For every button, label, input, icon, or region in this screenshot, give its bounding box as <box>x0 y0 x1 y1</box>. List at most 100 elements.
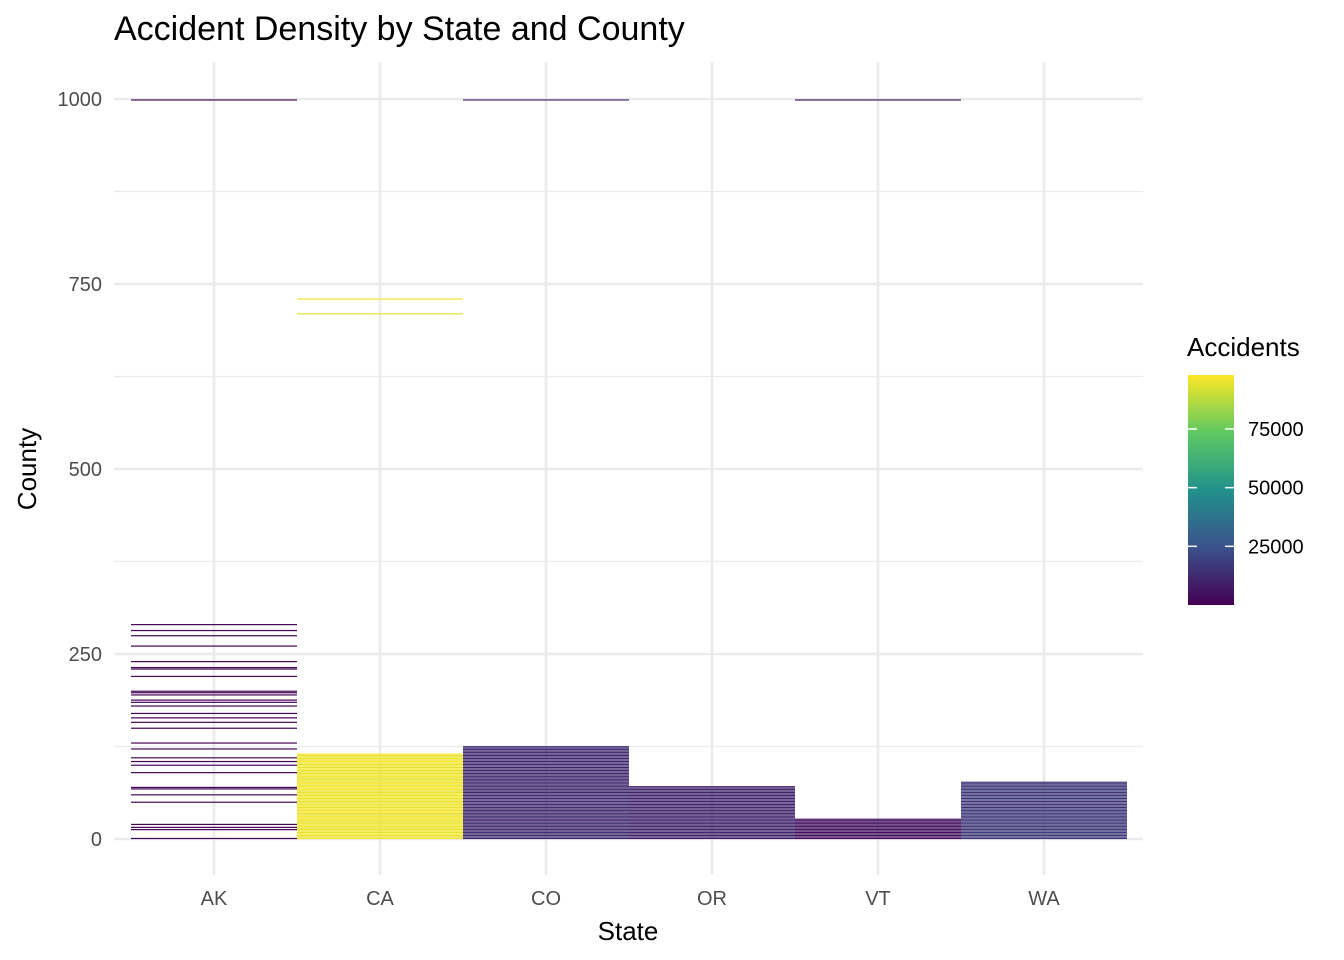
tile-ca-9 <box>297 831 463 834</box>
x-tick-label-wa: WA <box>1028 888 1060 910</box>
tile-or-67 <box>629 789 795 791</box>
tile-ca-33 <box>297 814 463 816</box>
tile-co-23 <box>463 821 629 823</box>
tile-ak-198 <box>131 692 297 694</box>
x-tick-label-co: CO <box>531 888 561 910</box>
tile-co-7 <box>463 833 629 835</box>
tile-wa-27 <box>961 818 1127 820</box>
tile-wa-47 <box>961 803 1127 806</box>
chart-title: Accident Density by State and County <box>114 10 685 48</box>
tile-co-119 <box>463 750 629 752</box>
tile-or-61 <box>629 793 795 795</box>
tile-wa-19 <box>961 824 1127 826</box>
tile-or-49 <box>629 802 795 804</box>
legend-colorbar <box>1188 375 1234 605</box>
tile-vt-19 <box>795 824 961 826</box>
y-axis-title: County <box>12 428 42 510</box>
tile-or-41 <box>629 808 795 810</box>
x-tick-label-ak: AK <box>201 888 228 910</box>
tile-ca-37 <box>297 811 463 813</box>
tile-wa-1 <box>961 837 1127 840</box>
tile-co-47 <box>463 803 629 806</box>
tile-ak-195 <box>131 694 297 696</box>
tile-ca-57 <box>297 796 463 798</box>
tile-co-73 <box>463 784 629 786</box>
tile-co-87 <box>463 774 629 776</box>
tile-ca-101 <box>297 763 463 766</box>
tile-or-33 <box>629 814 795 816</box>
legend-title: Accidents <box>1187 332 1300 362</box>
tile-ca-1 <box>297 837 463 840</box>
tile-co-39 <box>463 809 629 811</box>
tile-or-11 <box>629 830 795 832</box>
tile-wa-23 <box>961 821 1127 823</box>
tile-ca-5 <box>297 834 463 837</box>
tile-wa-51 <box>961 800 1127 803</box>
tile-vt-23 <box>795 821 961 823</box>
tile-or-37 <box>629 811 795 813</box>
tile-ca-111 <box>297 756 463 758</box>
tile-co-57 <box>463 796 629 798</box>
tile-ca-83 <box>297 777 463 779</box>
tile-co-43 <box>463 806 629 809</box>
tile-ca-67 <box>297 789 463 791</box>
y-tick-label-1000: 1000 <box>58 89 103 111</box>
tile-co-29 <box>463 817 629 819</box>
tile-vt-15 <box>795 827 961 829</box>
tile-ca-11 <box>297 830 463 832</box>
tile-wa-69 <box>961 787 1127 789</box>
tile-co-33 <box>463 814 629 816</box>
tile-ca-51 <box>297 800 463 803</box>
tile-ak-180 <box>131 705 297 707</box>
tile-co-51 <box>463 800 629 803</box>
tile-or-35 <box>629 812 795 814</box>
tile-wa-49 <box>961 802 1127 804</box>
tile-or-17 <box>629 826 795 828</box>
tile-or-39 <box>629 809 795 811</box>
tile-vt-25 <box>795 820 961 822</box>
tile-ca-47 <box>297 803 463 806</box>
tile-co-69 <box>463 787 629 789</box>
tile-wa-39 <box>961 809 1127 811</box>
y-tick-label-750: 750 <box>69 274 102 296</box>
tile-wa-5 <box>961 834 1127 837</box>
tile-or-15 <box>629 827 795 829</box>
tile-co-999 <box>463 99 629 101</box>
x-tick-label-or: OR <box>697 888 727 910</box>
tile-co-5 <box>463 834 629 837</box>
heatmap-tiles <box>131 99 1127 840</box>
tile-vt-3 <box>795 836 961 838</box>
tile-co-27 <box>463 818 629 820</box>
tile-co-61 <box>463 793 629 795</box>
tile-co-111 <box>463 756 629 758</box>
tile-ak-232 <box>131 666 297 669</box>
tile-ca-43 <box>297 806 463 809</box>
tile-wa-33 <box>961 814 1127 816</box>
tile-or-23 <box>629 821 795 823</box>
tile-wa-11 <box>961 830 1127 832</box>
tile-wa-53 <box>961 799 1127 801</box>
tile-ca-61 <box>297 793 463 795</box>
tile-ak-282 <box>131 629 297 632</box>
tile-co-13 <box>463 829 629 831</box>
tile-co-125 <box>463 746 629 748</box>
tile-co-107 <box>463 759 629 761</box>
tile-co-101 <box>463 763 629 766</box>
tile-wa-61 <box>961 793 1127 795</box>
tile-ca-107 <box>297 759 463 761</box>
tile-ak-20 <box>131 823 297 826</box>
y-tick-label-250: 250 <box>69 644 102 666</box>
tile-co-65 <box>463 790 629 792</box>
tile-ak-290 <box>131 624 297 626</box>
tile-vt-27 <box>795 818 961 820</box>
tile-or-5 <box>629 834 795 837</box>
tile-wa-29 <box>961 817 1127 819</box>
tile-wa-73 <box>961 784 1127 786</box>
tile-ca-77 <box>297 781 463 783</box>
tile-ca-7 <box>297 833 463 835</box>
tile-or-21 <box>629 823 795 825</box>
tile-ca-109 <box>297 757 463 760</box>
tile-ak-150 <box>131 727 297 729</box>
tile-ca-99 <box>297 765 463 767</box>
grid <box>114 62 1143 875</box>
